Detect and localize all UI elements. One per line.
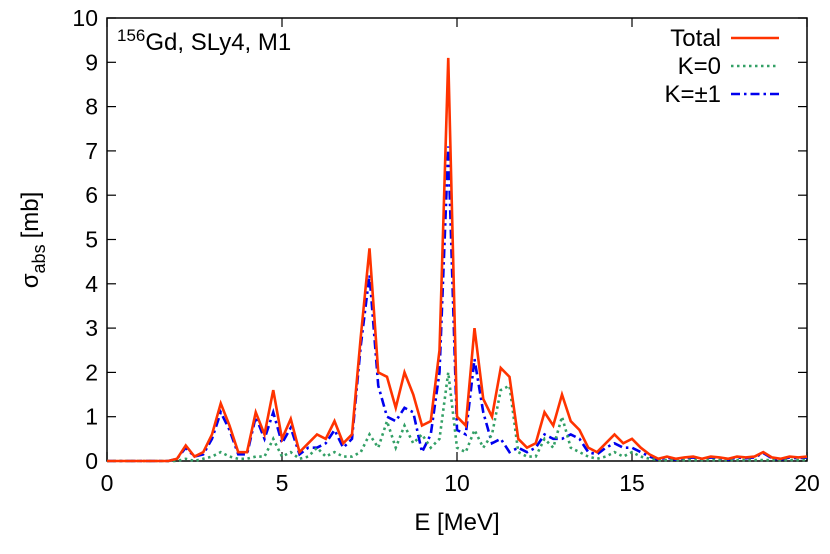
x-tick-label: 15 xyxy=(619,470,645,496)
y-tick-label: 0 xyxy=(85,448,98,474)
chart-title: 156Gd, SLy4, M1 xyxy=(117,26,291,56)
y-tick-label: 6 xyxy=(85,182,98,208)
y-tick-label: 2 xyxy=(85,359,98,385)
x-tick-label: 0 xyxy=(101,470,114,496)
series-line xyxy=(107,57,808,463)
y-tick-label: 1 xyxy=(85,404,98,430)
series-line xyxy=(107,372,807,463)
y-label-symbol: σ xyxy=(17,273,44,288)
legend-label: Total xyxy=(670,25,721,52)
legend-label: K=0 xyxy=(678,53,721,80)
y-tick-label: 3 xyxy=(85,315,98,341)
y-axis-label: σabs [mb] xyxy=(17,192,49,289)
x-tick-label: 5 xyxy=(276,470,289,496)
y-label-unit: [mb] xyxy=(17,192,44,239)
title-superscript: 156 xyxy=(117,26,145,45)
y-tick-label: 7 xyxy=(85,138,98,164)
y-tick-label: 4 xyxy=(85,271,98,297)
x-tick-label: 20 xyxy=(794,470,820,496)
y-tick-label: 5 xyxy=(85,227,98,253)
y-tick-label: 8 xyxy=(85,94,98,120)
y-tick-label: 9 xyxy=(85,49,98,75)
y-label-subscript: abs xyxy=(29,244,49,273)
y-tick-label: 10 xyxy=(72,5,98,31)
x-axis-label: E [MeV] xyxy=(414,509,499,536)
title-text: Gd, SLy4, M1 xyxy=(145,29,291,56)
x-tick-label: 10 xyxy=(444,470,470,496)
legend-label: K=±1 xyxy=(664,81,721,108)
